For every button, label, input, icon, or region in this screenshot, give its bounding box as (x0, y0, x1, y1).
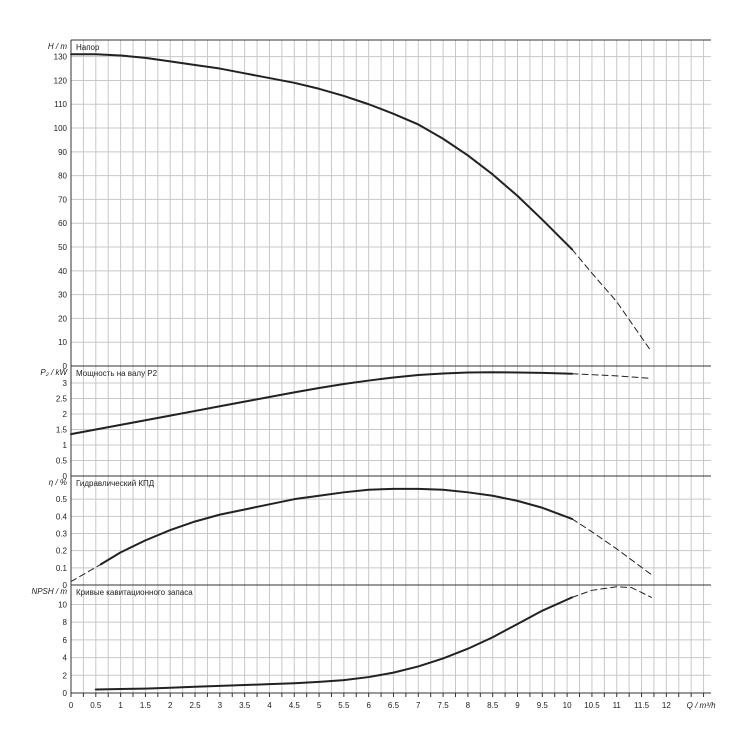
y-tick-label: 40 (58, 267, 67, 276)
panel-title: Напор (76, 43, 100, 52)
curve-solid-segment (70, 53, 574, 251)
x-axis-ticks: 0 0.5 1 1.5 2 2.5 3 3.5 4 4.5 5 5.5 6 6.5 7 7.5 8 8.5 9 9.5… (69, 693, 705, 710)
y-tick-label: 0.5 (56, 457, 68, 466)
curve-solid-segment (99, 487, 574, 566)
x-tick-label: 1.5 (140, 701, 152, 710)
x-tick-label: 6 (366, 701, 371, 710)
x-tick-label: 5.5 (338, 701, 350, 710)
x-axis-label: Q / m³/h (687, 701, 716, 710)
y-tick-label: 0.1 (56, 564, 68, 573)
y-tick-label: 100 (54, 124, 68, 133)
y-tick-label: 6 (63, 636, 68, 645)
panel-title: Кривые кавитационного запаса (76, 588, 193, 597)
x-tick-label: 2 (168, 701, 173, 710)
curve-dashed-segment (571, 248, 652, 353)
panel-4: 0 2 4 6 8 10 NPSH / m Кривые кавитационного зап… (31, 584, 711, 698)
y-tick-label: 0.3 (56, 530, 68, 539)
x-tick-label: 0.5 (90, 701, 102, 710)
x-tick-label: 11.5 (634, 701, 650, 710)
y-tick-label: 4 (63, 654, 68, 663)
y-tick-label: 0 (63, 472, 68, 481)
x-tick-label: 8 (466, 701, 471, 710)
panel-2: 0 0.5 1 1.5 2 2.5 3 P₂ / kW Мощность на валу P2 (40, 365, 711, 481)
y-axis-label: η / % (49, 478, 67, 487)
curve-solid-segment (70, 371, 574, 436)
panel-title: Гидравлический КПД (76, 479, 155, 488)
y-tick-label: 0.4 (56, 512, 68, 521)
y-tick-label: 90 (58, 148, 67, 157)
x-tick-label: 9 (515, 701, 520, 710)
y-tick-label: 8 (63, 618, 68, 627)
y-tick-label: 30 (58, 291, 67, 300)
y-tick-label: 2.5 (56, 395, 68, 404)
y-axis-label: P₂ / kW (40, 368, 68, 377)
x-tick-label: 6.5 (388, 701, 400, 710)
y-tick-label: 2 (63, 671, 68, 680)
y-tick-label: 0.5 (56, 495, 68, 504)
x-tick-label: 9.5 (537, 701, 549, 710)
y-tick-label: 0 (63, 362, 68, 371)
y-tick-label: 2 (63, 410, 68, 419)
y-tick-label: 0.2 (56, 547, 68, 556)
y-tick-label: 120 (54, 76, 68, 85)
y-tick-label: 50 (58, 243, 67, 252)
x-tick-label: 12 (662, 701, 671, 710)
x-tick-label: 4 (267, 701, 272, 710)
x-tick-label: 11 (613, 701, 622, 710)
curve-dashed-segment (571, 518, 652, 576)
y-tick-label: 0 (63, 689, 68, 698)
y-tick-label: 60 (58, 219, 67, 228)
y-axis-label: H / m (48, 42, 67, 51)
y-tick-label: 10 (58, 338, 67, 347)
x-tick-label: 10 (563, 701, 572, 710)
y-tick-label: 0 (63, 581, 68, 590)
x-tick-label: 7.5 (438, 701, 450, 710)
x-tick-label: 3 (218, 701, 223, 710)
y-tick-label: 20 (58, 314, 67, 323)
y-tick-label: 110 (54, 100, 67, 109)
x-tick-label: 1 (118, 701, 123, 710)
panel-3: 0 0.1 0.2 0.3 0.4 0.5 η / % Гидравлический КПД (49, 475, 711, 590)
curve-dashed-segment (571, 373, 652, 379)
curve-solid-segment (94, 596, 574, 691)
x-tick-label: 7 (416, 701, 421, 710)
curve-dashed-segment (70, 563, 102, 583)
y-tick-label: 130 (54, 53, 68, 62)
y-tick-label: 1.5 (56, 426, 68, 435)
x-tick-label: 2.5 (189, 701, 201, 710)
y-tick-label: 10 (58, 600, 67, 609)
x-tick-label: 0 (69, 701, 74, 710)
panel-1: 0 10 20 30 40 50 60 70 80 90 100 110 120 130 H / m Напо… (48, 39, 711, 371)
x-tick-label: 10.5 (584, 701, 600, 710)
panel-title: Мощность на валу P2 (76, 369, 158, 378)
y-axis-label: NPSH / m (31, 587, 67, 596)
y-tick-label: 80 (58, 172, 67, 181)
x-tick-label: 3.5 (239, 701, 251, 710)
y-tick-label: 1 (63, 441, 68, 450)
curve-dashed-segment (571, 586, 652, 598)
x-tick-label: 8.5 (487, 701, 499, 710)
x-tick-label: 4.5 (289, 701, 301, 710)
y-tick-label: 3 (63, 379, 68, 388)
y-tick-label: 70 (58, 195, 67, 204)
x-tick-label: 5 (317, 701, 322, 710)
